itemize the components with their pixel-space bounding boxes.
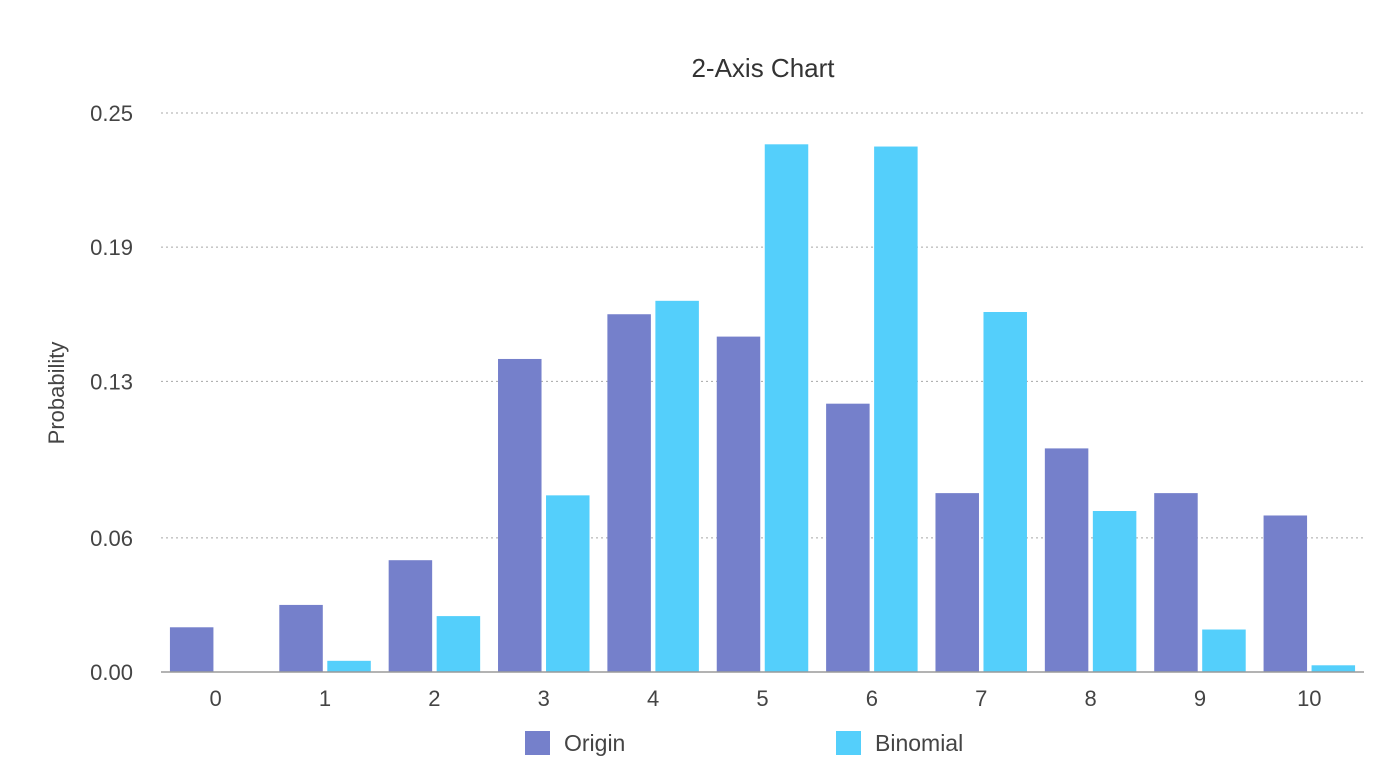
bar-binomial — [1202, 629, 1246, 672]
y-tick-label: 0.25 — [90, 101, 133, 126]
x-axis-ticks: 0 1 2 3 4 5 6 7 8 9 10 — [210, 686, 1322, 711]
x-tick-label: 9 — [1194, 686, 1206, 711]
bar-origin — [716, 336, 761, 672]
x-tick-label: 4 — [647, 686, 659, 711]
legend: Origin Binomial — [525, 730, 963, 756]
x-tick-label: 3 — [538, 686, 550, 711]
legend-label: Origin — [564, 730, 625, 756]
bar-binomial — [874, 146, 918, 673]
bar-origin — [279, 604, 323, 672]
y-tick-label: 0.06 — [90, 526, 133, 551]
bar-origin — [169, 627, 214, 672]
x-tick-label: 1 — [319, 686, 331, 711]
bar-origin — [1154, 493, 1198, 672]
bar-origin — [826, 403, 870, 672]
x-tick-label: 5 — [756, 686, 768, 711]
x-tick-label: 10 — [1297, 686, 1321, 711]
legend-label: Binomial — [875, 730, 963, 756]
bar-origin — [388, 560, 433, 672]
chart-title: 2-Axis Chart — [691, 53, 835, 83]
grid-lines — [161, 112, 1364, 539]
bar-origin — [1263, 515, 1308, 672]
x-tick-label: 2 — [428, 686, 440, 711]
bar-binomial — [546, 495, 590, 672]
bar-binomial — [327, 660, 371, 672]
x-tick-label: 6 — [866, 686, 878, 711]
bar-binomial — [436, 616, 481, 672]
bar-origin — [498, 358, 542, 672]
y-axis-ticks: 0.00 0.06 0.13 0.19 0.25 — [90, 101, 133, 685]
bar-binomial — [764, 144, 809, 672]
legend-swatch — [525, 731, 550, 755]
bar-origin — [935, 493, 979, 672]
bar-binomial — [983, 312, 1027, 672]
y-tick-label: 0.13 — [90, 369, 133, 394]
x-tick-label: 8 — [1084, 686, 1096, 711]
bar-binomial — [655, 300, 699, 672]
bar-origin — [1044, 448, 1089, 672]
y-axis-title: Probability — [44, 342, 69, 445]
y-tick-label: 0.00 — [90, 660, 133, 685]
legend-swatch — [836, 731, 861, 755]
bar-binomial — [1311, 665, 1356, 672]
y-tick-label: 0.19 — [90, 235, 133, 260]
bar-binomial — [1092, 511, 1137, 672]
bars — [169, 144, 1356, 673]
x-tick-label: 7 — [975, 686, 987, 711]
x-tick-label: 0 — [210, 686, 222, 711]
bar-origin — [607, 314, 651, 672]
